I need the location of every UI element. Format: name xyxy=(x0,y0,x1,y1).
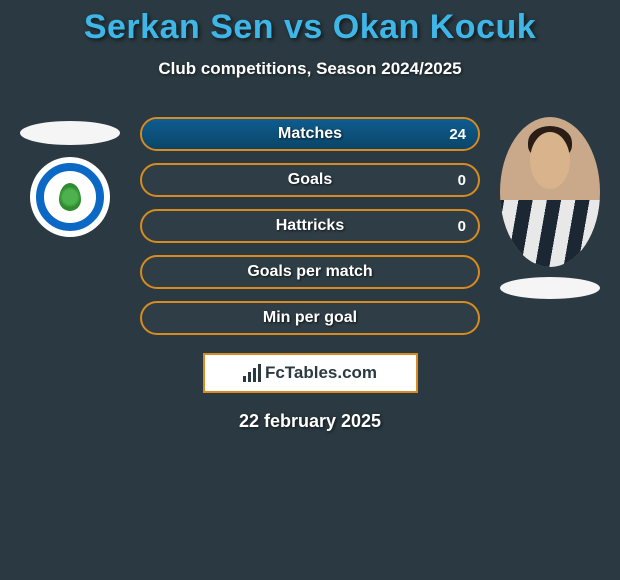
stat-label: Goals per match xyxy=(247,263,372,281)
stat-label: Matches xyxy=(278,125,342,143)
stat-bar: Goals 0 xyxy=(140,163,480,197)
comparison-infographic: Serkan Sen vs Okan Kocuk Club competitio… xyxy=(0,0,620,432)
stat-label: Min per goal xyxy=(263,309,357,327)
player-right-column xyxy=(490,117,610,299)
player-right-photo xyxy=(500,117,600,267)
stat-value-right: 24 xyxy=(449,126,466,143)
stat-value-right: 0 xyxy=(458,218,466,235)
stat-label: Goals xyxy=(288,171,332,189)
player-left-photo xyxy=(20,121,120,145)
leaf-icon xyxy=(59,183,81,211)
stat-bar: Hattricks 0 xyxy=(140,209,480,243)
page-subtitle: Club competitions, Season 2024/2025 xyxy=(0,59,620,79)
stat-bars: Matches 24 Goals 0 Hattricks 0 Goals per match… xyxy=(140,117,480,347)
page-title: Serkan Sen vs Okan Kocuk xyxy=(0,8,620,47)
player-left-column xyxy=(10,117,130,237)
stat-bar: Goals per match xyxy=(140,255,480,289)
date-label: 22 february 2025 xyxy=(0,411,620,432)
brand-box: FcTables.com xyxy=(203,353,418,393)
stat-value-right: 0 xyxy=(458,172,466,189)
stat-label: Hattricks xyxy=(276,217,344,235)
player-right-shadow xyxy=(500,277,600,299)
stat-bar: Min per goal xyxy=(140,301,480,335)
chart-icon xyxy=(243,364,261,382)
comparison-area: Matches 24 Goals 0 Hattricks 0 Goals per match… xyxy=(0,117,620,347)
player-left-club-badge xyxy=(30,157,110,237)
brand-text: FcTables.com xyxy=(265,363,377,383)
stat-bar: Matches 24 xyxy=(140,117,480,151)
